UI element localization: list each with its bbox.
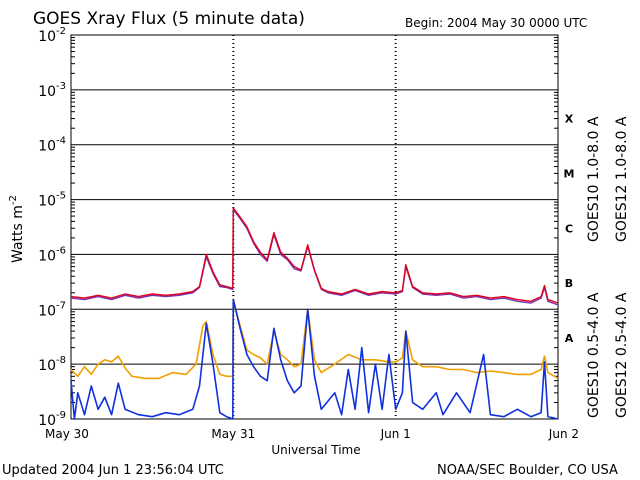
y-axis-label-exponent: -2 (8, 195, 19, 205)
begin-label: Begin: 2004 May 30 0000 UTC (405, 16, 587, 30)
updated-timestamp: Updated 2004 Jun 1 23:56:04 UTC (2, 463, 224, 478)
flare-class-label: B (565, 277, 573, 290)
chart-title: GOES Xray Flux (5 minute data) (33, 9, 305, 29)
legend-goes12-short: GOES12 0.5-4.0 A (614, 292, 630, 418)
plot-area (70, 34, 559, 420)
y-tick-exponent: -9 (56, 410, 66, 421)
flare-class-label: A (565, 332, 574, 345)
series-line-1 (70, 209, 559, 306)
y-axis-tick-labels: 10-910-810-710-610-510-410-310-2 (38, 26, 66, 429)
y-tick-base: 10 (38, 248, 56, 264)
x-tick-label: Jun 1 (380, 427, 411, 441)
y-tick-base: 10 (38, 303, 56, 319)
y-tick-label: 10-5 (38, 191, 66, 210)
x-axis-label: Universal Time (271, 443, 360, 457)
y-tick-exponent: -5 (56, 191, 66, 202)
flare-class-label: M (564, 167, 575, 180)
x-tick-label: May 31 (211, 427, 255, 441)
plot-frame (70, 34, 559, 420)
y-tick-exponent: -8 (56, 355, 66, 366)
series-line-4 (70, 298, 559, 420)
x-axis-tick-labels: May 30 May 31 Jun 1 Jun 2 (45, 427, 579, 441)
credit-label: NOAA/SEC Boulder, CO USA (437, 463, 618, 478)
y-tick-label: 10-9 (38, 410, 66, 429)
series-line-2 (70, 207, 559, 304)
y-tick-exponent: -3 (56, 81, 66, 92)
y-tick-base: 10 (38, 29, 56, 45)
y-tick-base: 10 (38, 413, 56, 429)
flare-class-labels: A B C M X (564, 113, 575, 345)
legend-goes12-long: GOES12 1.0-8.0 A (614, 116, 630, 242)
y-tick-exponent: -6 (56, 245, 66, 256)
y-tick-label: 10-7 (38, 300, 66, 319)
y-tick-exponent: -2 (56, 26, 66, 37)
series-layer (70, 207, 559, 420)
legend-goes10-long: GOES10 1.0-8.0 A (586, 116, 602, 242)
y-tick-label: 10-6 (38, 245, 66, 264)
x-tick-label: Jun 2 (548, 427, 579, 441)
legend: GOES10 1.0-8.0 A GOES12 1.0-8.0 A GOES10… (586, 116, 630, 418)
y-axis-label-text: Watts m (10, 205, 26, 263)
y-tick-exponent: -4 (56, 136, 66, 147)
legend-goes10-short: GOES10 0.5-4.0 A (586, 292, 602, 418)
flare-class-label: C (565, 222, 573, 235)
y-axis-label: Watts m-2 (8, 195, 26, 263)
flare-class-label: X (565, 113, 574, 126)
y-tick-base: 10 (38, 194, 56, 210)
y-tick-label: 10-3 (38, 81, 66, 100)
y-tick-label: 10-8 (38, 355, 66, 374)
y-tick-exponent: -7 (56, 300, 66, 311)
y-tick-label: 10-4 (38, 136, 66, 155)
y-tick-base: 10 (38, 139, 56, 155)
y-tick-label: 10-2 (38, 26, 66, 45)
y-tick-base: 10 (38, 84, 56, 100)
x-tick-label: May 30 (45, 427, 89, 441)
series-line-3 (70, 298, 559, 380)
y-tick-base: 10 (38, 358, 56, 374)
horizontal-gridlines (71, 37, 558, 403)
